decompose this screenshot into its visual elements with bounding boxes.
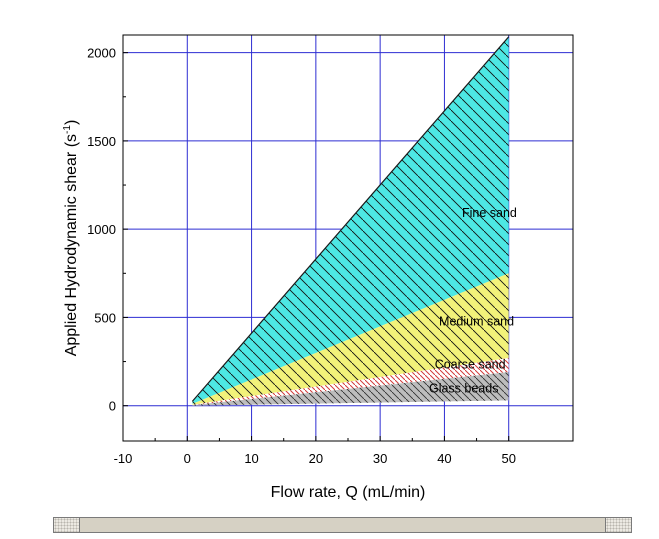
y-axis-title: Applied Hydrodynamic shear (s-1) — [62, 120, 80, 357]
x-tick-label: 0 — [184, 451, 191, 466]
medium-sand-label: Medium sand — [439, 314, 514, 328]
x-tick-label: -10 — [114, 451, 133, 466]
glass-beads-label: Glass beads — [429, 381, 498, 395]
y-tick-label: 2000 — [87, 46, 116, 61]
x-tick-label: 30 — [373, 451, 387, 466]
x-axis-title: Flow rate, Q (mL/min) — [271, 484, 426, 501]
y-axis-title-sup: -1 — [62, 125, 73, 134]
x-tick-label: 20 — [309, 451, 323, 466]
coarse-sand-hatch — [192, 358, 509, 406]
y-tick-label: 0 — [109, 399, 116, 414]
glass-beads-hatch — [192, 372, 509, 406]
scroll-right-button[interactable] — [605, 518, 631, 532]
x-tick-label: 10 — [244, 451, 258, 466]
y-axis-title-main: Applied Hydrodynamic shear (s — [63, 134, 80, 356]
fine-sand-upper-edge — [191, 36, 510, 402]
horizontal-scrollbar[interactable] — [53, 517, 632, 533]
y-tick-label: 1500 — [87, 134, 116, 149]
y-tick-label: 500 — [94, 310, 116, 325]
scroll-left-button[interactable] — [54, 518, 80, 532]
y-axis-title-end: ) — [63, 120, 80, 125]
region-labels: Fine sand Medium sand Coarse sand Glass bea… — [429, 206, 517, 396]
regions — [191, 36, 510, 406]
scrollbar-thumb[interactable] — [80, 518, 605, 532]
coarse-sand-label: Coarse sand — [435, 358, 506, 372]
x-tick-label: 50 — [501, 451, 515, 466]
medium-sand-hatch — [192, 273, 509, 405]
x-tick-label: 40 — [437, 451, 451, 466]
y-tick-label: 1000 — [87, 222, 116, 237]
fine-sand-label: Fine sand — [462, 206, 517, 220]
